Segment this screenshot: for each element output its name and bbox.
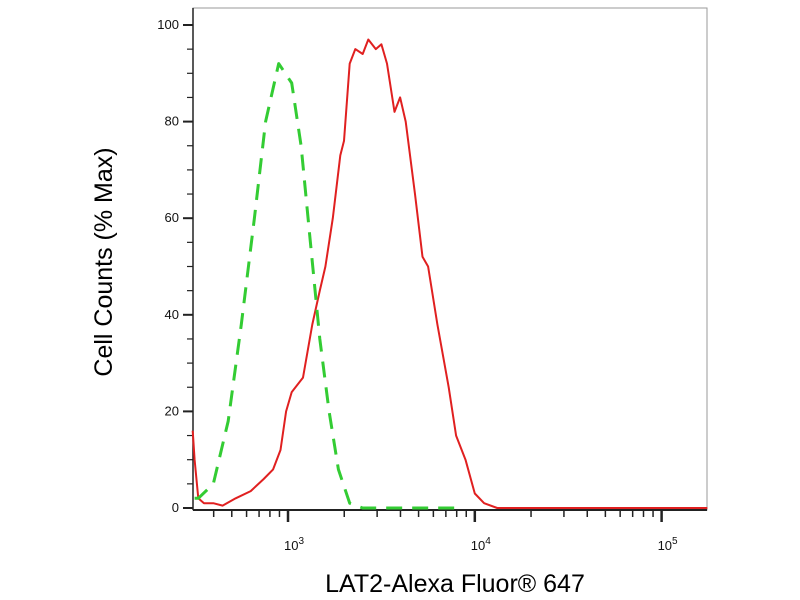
y-tick-label: 100 — [157, 17, 179, 32]
y-tick-label: 60 — [165, 210, 179, 225]
y-tick-label: 40 — [165, 307, 179, 322]
y-axis-title: Cell Counts (% Max) — [90, 147, 118, 376]
green-dashed-histogram-line — [194, 62, 457, 510]
y-tick-label: 80 — [165, 114, 179, 129]
x-tick-label: 105 — [658, 536, 678, 553]
red-solid-histogram-line — [191, 38, 708, 509]
x-axis-title: LAT2-Alexa Fluor® 647 — [325, 570, 585, 598]
plot-border — [192, 7, 708, 511]
x-tick-label: 103 — [284, 536, 304, 553]
x-tick-label: 104 — [471, 536, 491, 553]
y-tick-label: 0 — [172, 500, 179, 515]
y-tick-label: 20 — [165, 403, 179, 418]
